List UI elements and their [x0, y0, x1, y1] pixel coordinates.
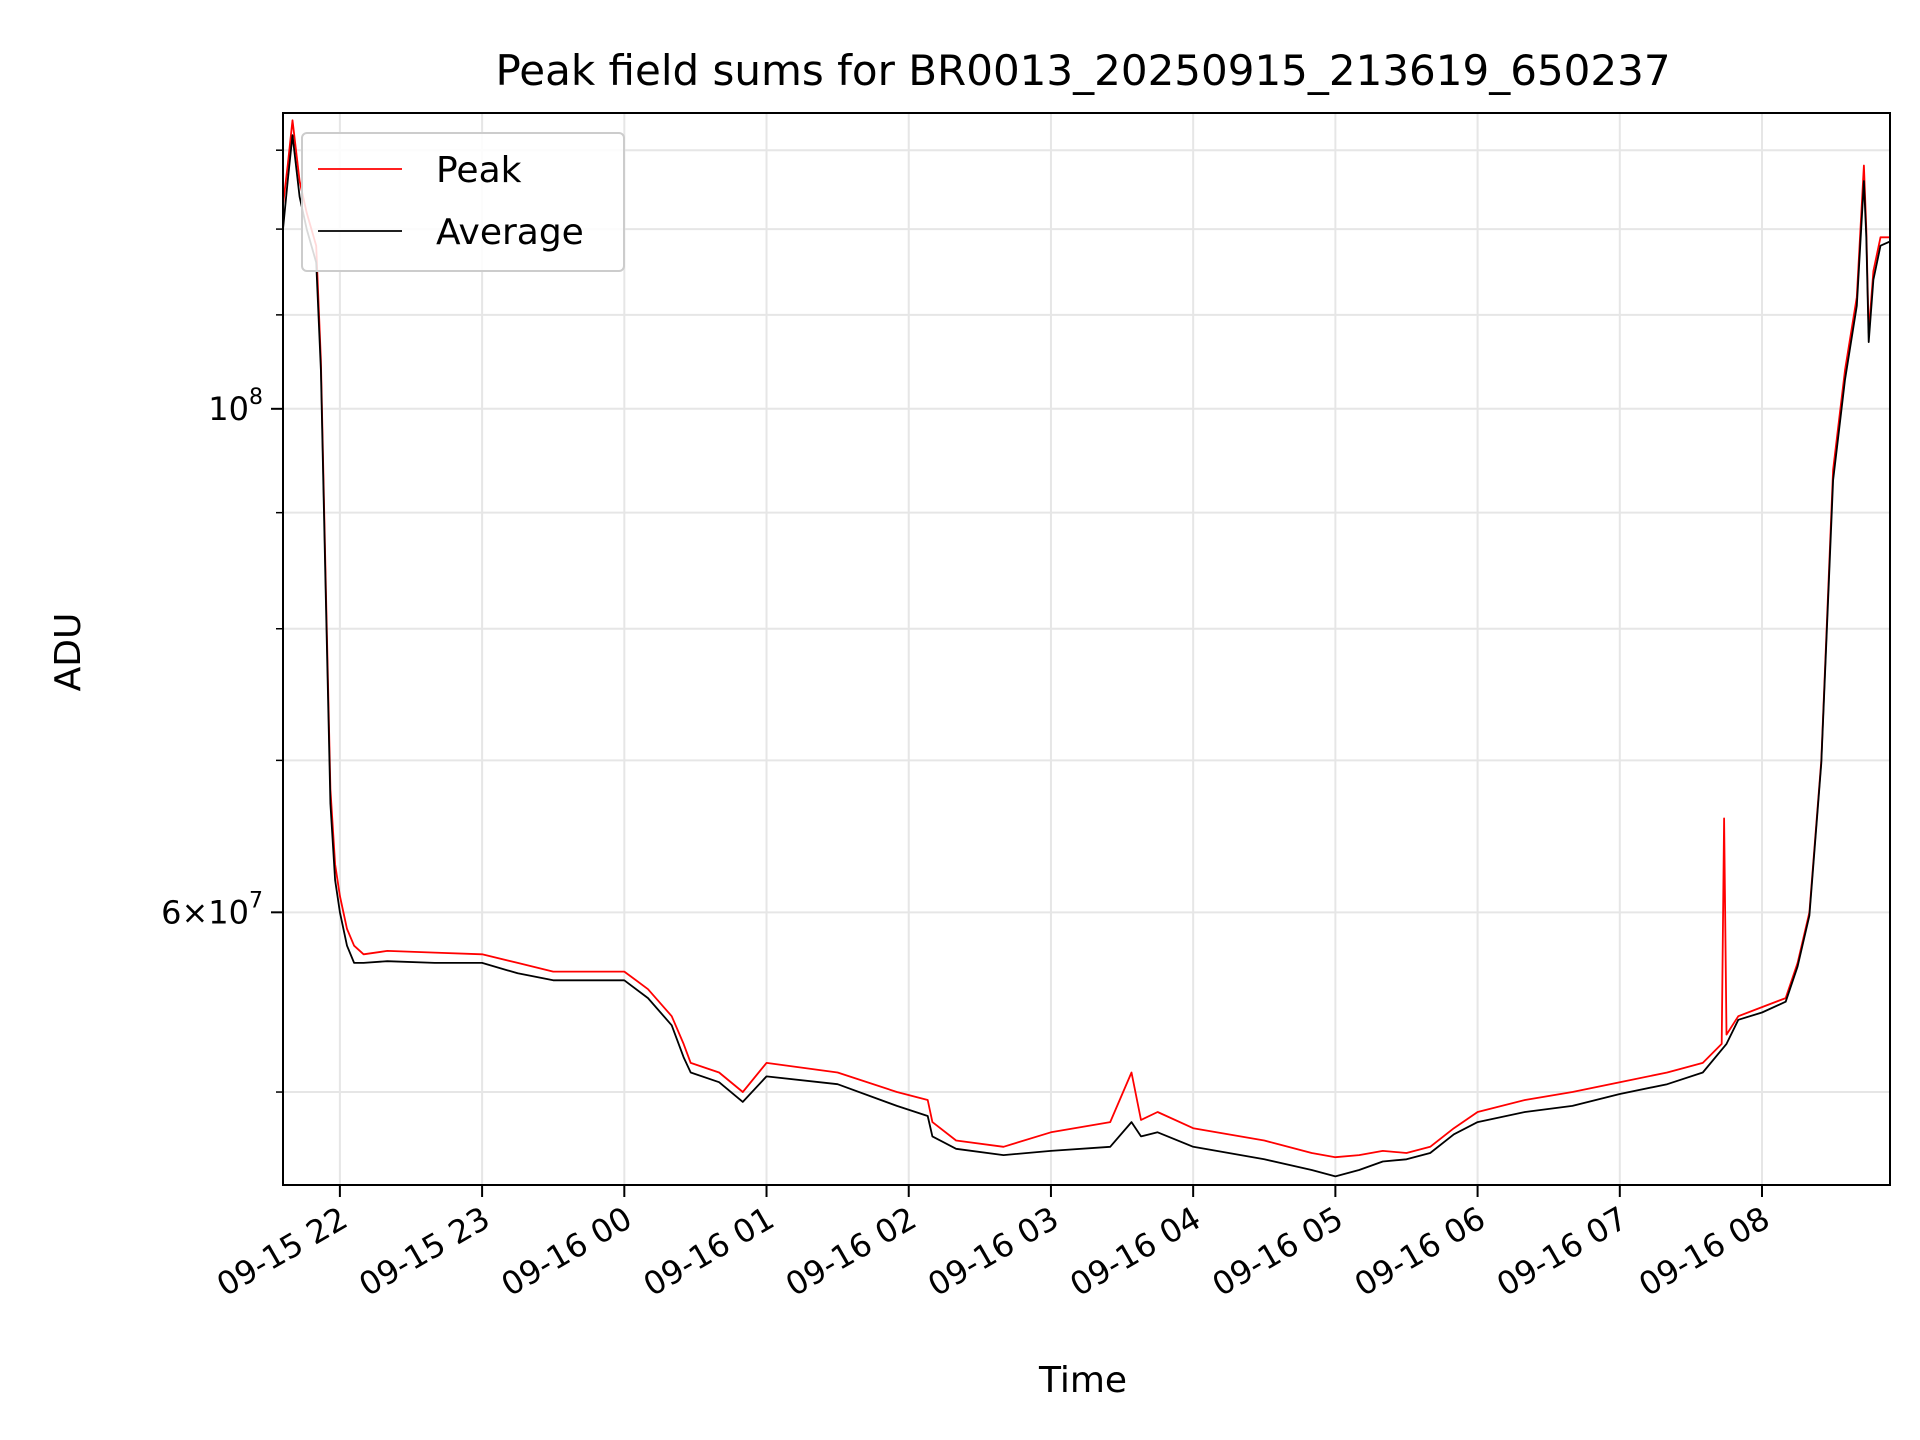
legend-label-average: Average: [436, 212, 584, 253]
series-line-average: [282, 134, 1891, 1178]
legend-label-peak: Peak: [436, 150, 522, 191]
x-tick-label: 09-16 08: [1632, 1199, 1776, 1304]
y-axis: 108 6×107: [161, 149, 283, 1093]
x-tick-label: 09-16 04: [1064, 1199, 1208, 1304]
x-tick-label: 09-16 06: [1348, 1199, 1492, 1304]
x-tick-label: 09-16 02: [779, 1199, 923, 1304]
y-tick-label: 6×107: [161, 888, 263, 931]
grid: [283, 113, 1890, 1185]
x-tick-label: 09-16 03: [921, 1199, 1065, 1304]
x-tick-label: 09-16 01: [637, 1199, 781, 1304]
x-tick-label: 09-16 07: [1490, 1199, 1634, 1304]
legend-box: [301, 132, 625, 272]
chart-title: Peak field sums for BR0013_20250915_2136…: [495, 46, 1670, 95]
x-tick-label: 09-15 23: [352, 1199, 496, 1304]
y-tick-label: 108: [208, 385, 263, 428]
x-axis-label: Time: [1038, 1360, 1127, 1401]
x-tick-label: 09-15 22: [210, 1199, 354, 1304]
plot-area: [282, 119, 1891, 1178]
series-line-peak: [282, 119, 1890, 1159]
legend: Peak Average: [301, 132, 625, 272]
x-tick-label: 09-16 05: [1206, 1199, 1350, 1304]
plot-frame: [282, 112, 1891, 1186]
x-tick-label: 09-16 00: [495, 1199, 639, 1304]
y-axis-label: ADU: [48, 613, 89, 692]
